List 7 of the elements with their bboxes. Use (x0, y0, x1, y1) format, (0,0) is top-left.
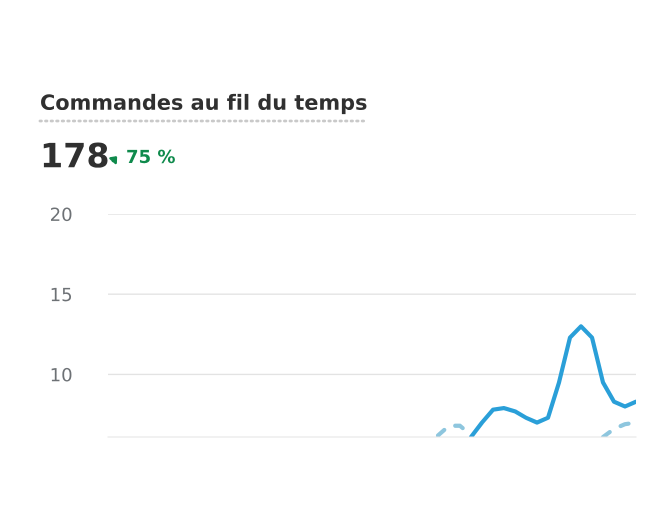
chart-title: Commandes au fil du temps (41, 94, 366, 114)
text: 75 % (127, 150, 175, 164)
chart-subtitle: 178 (44, 142, 108, 168)
line-series (468, 324, 636, 437)
y-tick-label: 20 (50, 207, 72, 222)
y-tick-label: 15 (52, 288, 72, 302)
y-tick-label: 10 (52, 368, 72, 382)
